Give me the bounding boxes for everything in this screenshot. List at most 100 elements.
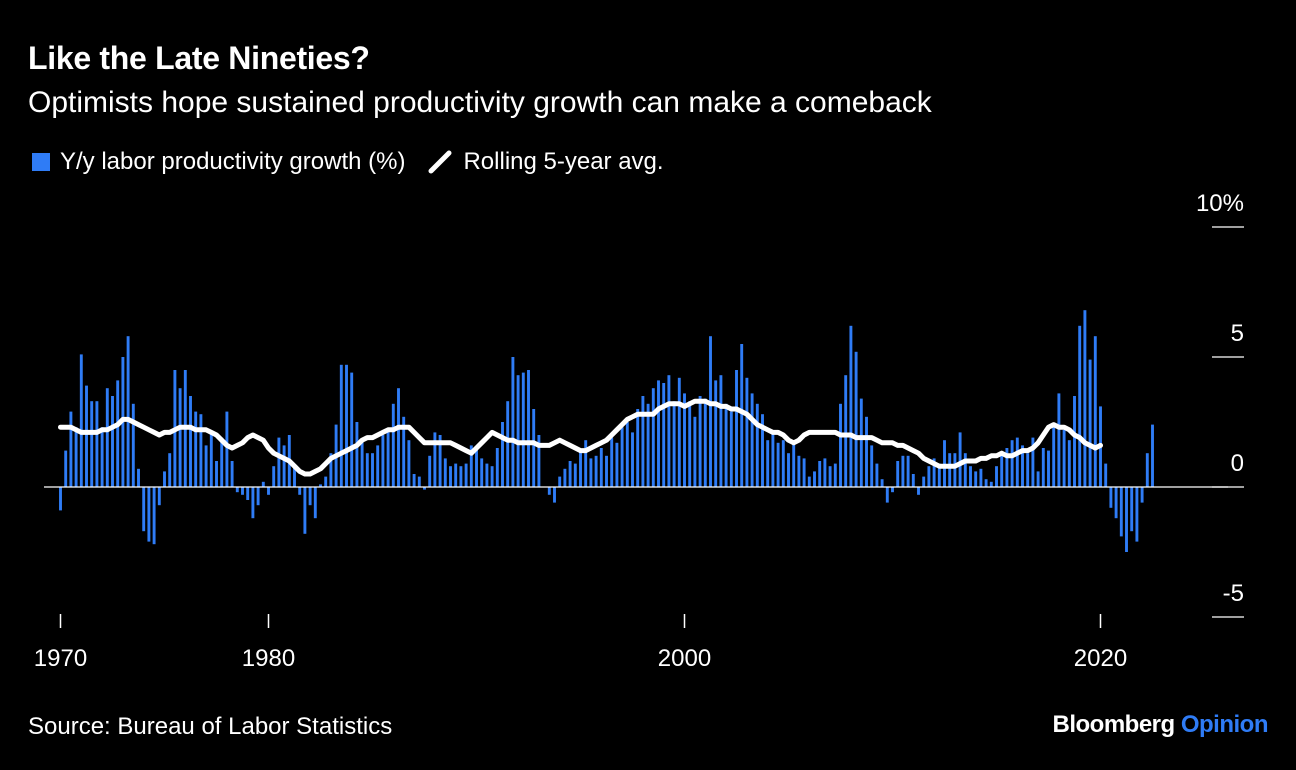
bar [1130, 487, 1134, 532]
bar [438, 435, 442, 487]
bar [620, 427, 624, 487]
bar [553, 487, 556, 503]
brand-main: Bloomberg [1052, 711, 1176, 738]
bar [90, 401, 94, 487]
bar [615, 442, 619, 487]
bar [85, 385, 88, 487]
bar [563, 468, 567, 487]
bar [958, 432, 962, 487]
bar [1083, 310, 1087, 487]
bar [828, 466, 832, 487]
bar [329, 453, 333, 487]
legend-item-line: Rolling 5-year avg. [427, 148, 664, 176]
bar [740, 344, 744, 487]
bar [376, 445, 380, 487]
bar [495, 448, 499, 487]
bar [1088, 359, 1092, 487]
bar [251, 487, 255, 519]
bar [646, 403, 650, 487]
bar [293, 466, 296, 487]
bar [126, 336, 130, 487]
bar [464, 463, 468, 487]
bar [111, 396, 114, 487]
bar [771, 432, 775, 487]
bar [610, 437, 614, 487]
bar [319, 484, 322, 487]
bar [917, 487, 920, 495]
bar [527, 370, 530, 487]
bar [1151, 424, 1154, 487]
bar [984, 479, 988, 487]
bar [1000, 455, 1004, 487]
bar [537, 435, 541, 487]
bar [703, 398, 707, 487]
bar [781, 440, 785, 487]
bar [241, 487, 244, 495]
bar [891, 487, 894, 493]
bar [896, 461, 900, 487]
legend-bar-swatch [32, 153, 50, 171]
bar [636, 409, 640, 487]
bar [485, 463, 489, 487]
bar [79, 354, 83, 487]
bar [433, 432, 437, 487]
bar [631, 432, 634, 487]
bar [454, 463, 458, 487]
bar [979, 468, 983, 487]
bar [1073, 396, 1076, 487]
bar [1005, 448, 1009, 487]
bar [605, 455, 608, 487]
bar [386, 429, 390, 487]
bar [688, 401, 692, 487]
bar [350, 372, 354, 487]
legend: Y/y labor productivity growth (%) Rollin… [32, 148, 686, 176]
bar [995, 466, 998, 487]
chart-subtitle: Optimists hope sustained productivity gr… [28, 86, 932, 119]
bar [662, 383, 666, 487]
bar [714, 380, 718, 487]
bar [475, 448, 478, 487]
brand-accent: Opinion [1180, 711, 1269, 738]
bar [282, 445, 286, 487]
bar [683, 393, 686, 487]
legend-line-swatch [428, 150, 452, 174]
x-tick-label: 2020 [1074, 645, 1127, 672]
bar [521, 372, 525, 487]
bar [859, 398, 863, 487]
bar [672, 401, 676, 487]
bar [911, 474, 915, 487]
bar [59, 487, 62, 511]
bar [1125, 487, 1128, 552]
y-tick-label: -5 [1223, 580, 1244, 607]
bar [1036, 471, 1040, 487]
bar [511, 357, 515, 487]
bar [147, 487, 151, 542]
bar [428, 455, 432, 487]
bar [443, 458, 447, 487]
bar [870, 445, 874, 487]
bar [625, 422, 629, 487]
bar [261, 481, 265, 487]
bar [1114, 487, 1118, 519]
bar [256, 487, 260, 506]
legend-line-label: Rolling 5-year avg. [463, 148, 664, 175]
bar [1047, 450, 1050, 487]
bar [943, 440, 946, 487]
bar [391, 403, 395, 487]
bar [667, 375, 671, 487]
bar [116, 380, 120, 487]
bar [745, 377, 749, 487]
bar [953, 453, 957, 487]
bar [922, 476, 926, 487]
legend-item-bars: Y/y labor productivity growth (%) [32, 148, 405, 176]
bar [880, 479, 884, 487]
bar [1041, 448, 1045, 487]
bar [792, 440, 796, 487]
y-tick-label: 0 [1231, 450, 1244, 477]
bar [729, 411, 733, 487]
bar [948, 453, 952, 487]
bar [875, 463, 879, 487]
bar [137, 468, 140, 487]
bar [163, 471, 166, 487]
bar [501, 422, 504, 487]
